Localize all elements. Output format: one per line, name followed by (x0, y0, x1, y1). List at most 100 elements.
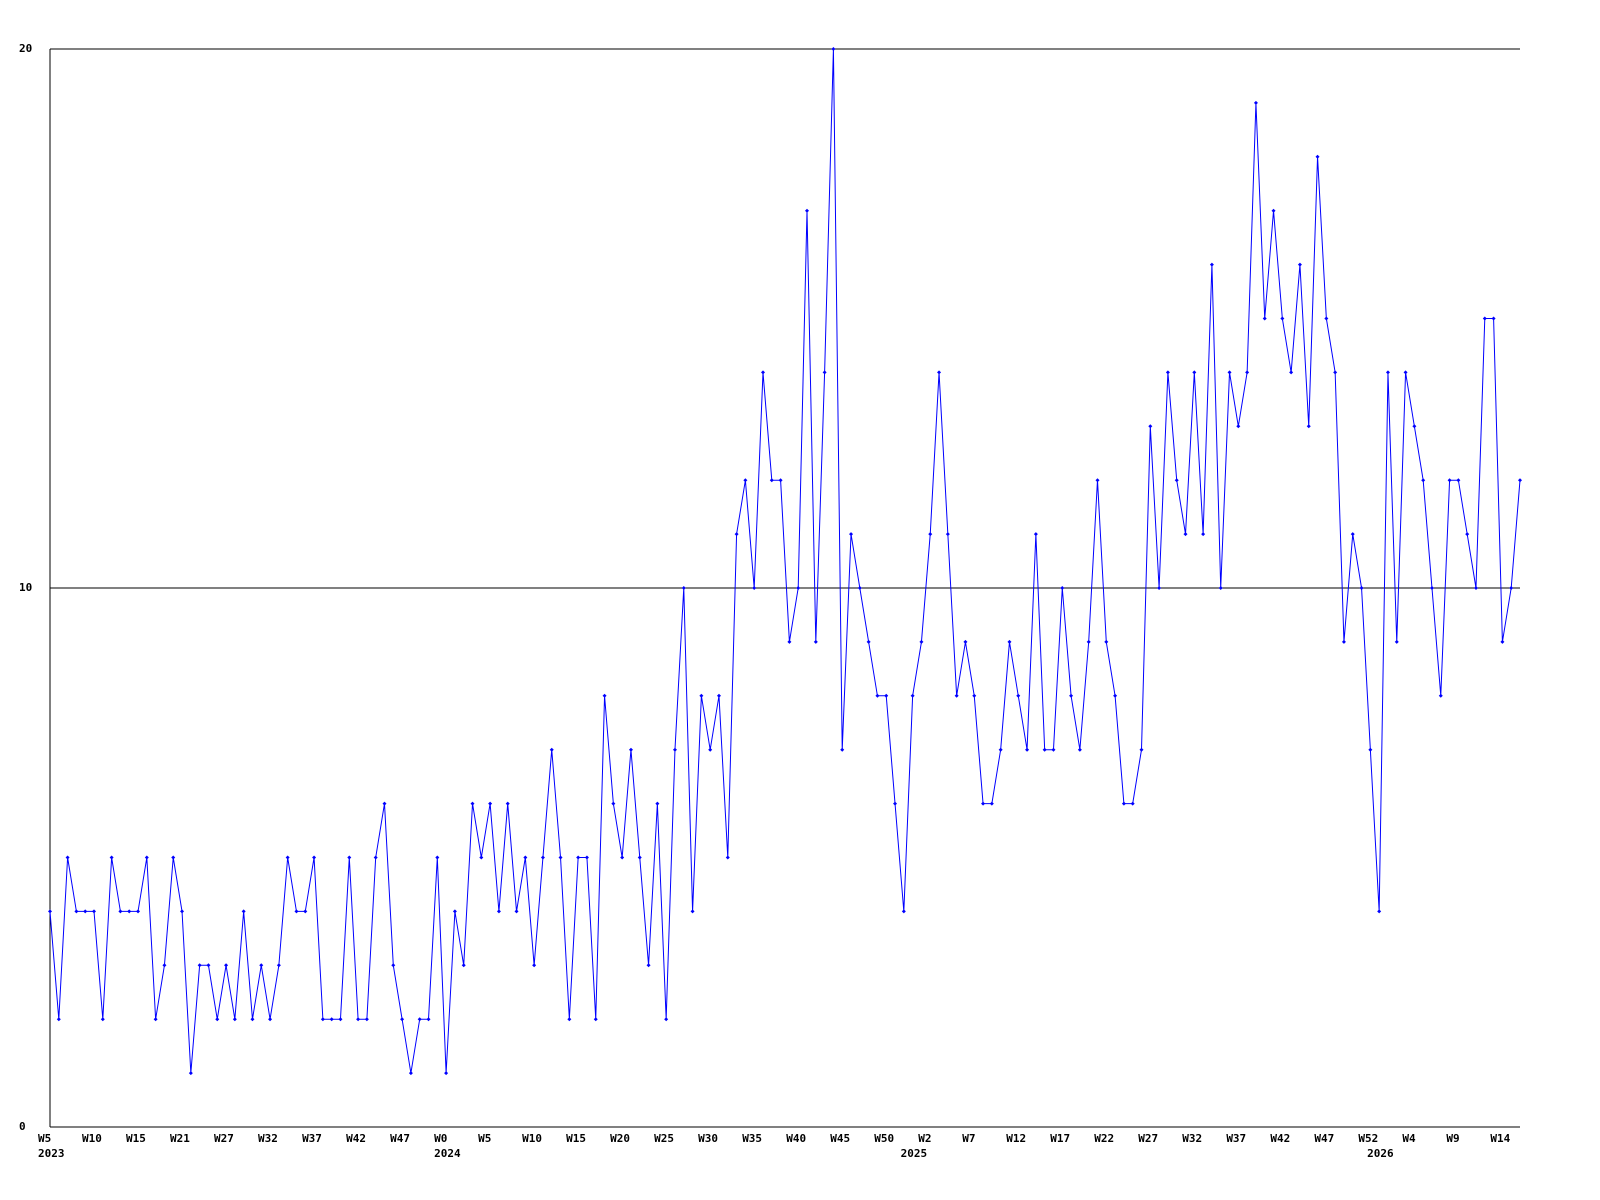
data-point (1113, 693, 1118, 698)
data-point (329, 1017, 334, 1022)
data-point (1297, 262, 1302, 267)
data-point (752, 586, 757, 590)
data-point (1359, 586, 1364, 590)
x-tick-label: W15 (126, 1132, 146, 1145)
data-point (364, 1017, 369, 1022)
data-point (778, 478, 783, 483)
data-point (1280, 316, 1285, 321)
data-point (1385, 370, 1390, 375)
data-point (127, 909, 132, 914)
x-tick-label: W50 (874, 1132, 894, 1145)
data-point (1421, 478, 1426, 483)
data-point (1429, 586, 1434, 590)
x-tick-label: W27 (214, 1132, 234, 1145)
data-point (672, 747, 677, 752)
data-point (708, 747, 713, 752)
x-tick-label: W12 (1006, 1132, 1026, 1145)
x-tick-label: W0 (434, 1132, 447, 1145)
data-point (1253, 100, 1258, 105)
x-tick-label: W52 (1358, 1132, 1378, 1145)
data-point (1456, 478, 1461, 483)
data-point (866, 639, 871, 644)
data-point (1289, 370, 1294, 375)
data-point (945, 532, 950, 537)
data-point (532, 963, 537, 968)
x-tick-label: W37 (1226, 1132, 1246, 1145)
data-point (408, 1071, 413, 1076)
data-point (417, 1017, 422, 1022)
data-point (1157, 586, 1162, 590)
x-tick-label: W17 (1050, 1132, 1070, 1145)
data-point (452, 909, 457, 914)
data-point (285, 855, 290, 860)
data-point (998, 747, 1003, 752)
data-point (637, 855, 642, 860)
data-point (954, 693, 959, 698)
data-point (1139, 747, 1144, 752)
x-tick-label: W40 (786, 1132, 806, 1145)
data-point (1509, 586, 1514, 590)
data-point (628, 747, 633, 752)
x-tick-label: W25 (654, 1132, 674, 1145)
data-point (1262, 316, 1267, 321)
data-point (1042, 747, 1047, 752)
data-point (910, 693, 915, 698)
data-point (1518, 478, 1522, 483)
data-point (664, 1017, 669, 1022)
x-year-label: 2023 (38, 1147, 65, 1160)
data-point (1333, 370, 1338, 375)
data-point (197, 963, 202, 968)
data-point (426, 1017, 431, 1022)
data-point (1095, 478, 1100, 483)
data-point (1341, 639, 1346, 644)
data-point (461, 963, 466, 968)
data-point (972, 693, 977, 698)
data-point (831, 47, 836, 51)
data-point (1438, 693, 1443, 698)
x-tick-label: W20 (610, 1132, 630, 1145)
data-point (1482, 316, 1487, 321)
data-point (1315, 154, 1320, 159)
data-point (1165, 370, 1170, 375)
data-point (1368, 747, 1373, 752)
data-point (1148, 424, 1153, 429)
data-point (1306, 424, 1311, 429)
data-point (505, 801, 510, 806)
data-point (593, 1017, 598, 1022)
data-point (153, 1017, 158, 1022)
x-tick-label: W15 (566, 1132, 586, 1145)
data-point (989, 801, 994, 806)
data-point (611, 801, 616, 806)
data-point (1236, 424, 1241, 429)
data-point (981, 801, 986, 806)
data-point (400, 1017, 405, 1022)
data-point (620, 855, 625, 860)
data-point (769, 478, 774, 483)
data-point (1192, 370, 1197, 375)
data-point (188, 1071, 193, 1076)
data-point (268, 1017, 273, 1022)
data-point (356, 1017, 361, 1022)
data-point (602, 693, 607, 698)
data-point (1077, 747, 1082, 752)
data-point (118, 909, 123, 914)
data-point (488, 801, 493, 806)
y-tick-label: 10 (19, 581, 32, 594)
data-point (1473, 586, 1478, 590)
x-tick-label: W22 (1094, 1132, 1114, 1145)
data-point (734, 532, 739, 537)
data-point (893, 801, 898, 806)
x-tick-label: W9 (1446, 1132, 1459, 1145)
data-point (919, 639, 924, 644)
data-point (65, 855, 70, 860)
x-tick-label: W5 (478, 1132, 491, 1145)
x-tick-label: W4 (1402, 1132, 1416, 1145)
data-point (884, 693, 889, 698)
x-tick-label: W42 (346, 1132, 366, 1145)
data-point (796, 586, 801, 590)
data-point (681, 586, 686, 590)
data-point (48, 909, 52, 914)
data-point (444, 1071, 449, 1076)
